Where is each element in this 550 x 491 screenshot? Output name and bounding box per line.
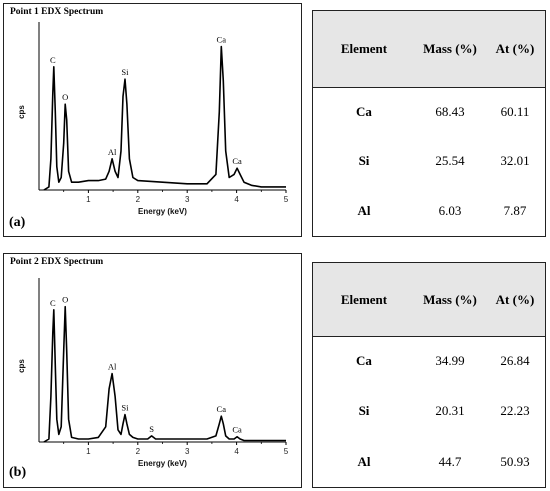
header-at: At (%): [485, 263, 545, 336]
at-cell: 32.01: [500, 152, 530, 168]
peak-label: Ca: [232, 156, 242, 166]
at-cell: 50.93: [500, 453, 530, 469]
mass-cell: 44.7: [438, 453, 462, 469]
composition-table-frame-a: [312, 10, 546, 237]
element-cell: Si: [358, 152, 370, 168]
peak-label: Ca: [217, 34, 227, 44]
mass-cell: 68.43: [435, 103, 465, 119]
element-cell: Si: [358, 403, 370, 418]
mass-cell: 6.03: [438, 202, 462, 218]
spectrum-line: [43, 305, 286, 443]
spectrum-title: Point 1 EDX Spectrum: [10, 7, 104, 17]
peak-label: C: [50, 298, 56, 308]
mass-cell: 25.54: [435, 152, 465, 168]
element-cell: Ca: [356, 353, 372, 368]
element-cell: Al: [357, 453, 371, 469]
header-mass: Mass (%): [415, 263, 485, 336]
x-axis-label: Energy (keV): [138, 207, 187, 216]
x-tick-label: 3: [185, 447, 190, 456]
spectrum-title: Point 2 EDX Spectrum: [10, 257, 104, 267]
peak-label: Ca: [232, 425, 242, 435]
edx-spectrum-chart-b: 1 2 3 4 5 Energy (keV) cps C O Al Si S Ca Ca: [17, 278, 289, 468]
peak-label: Al: [108, 362, 117, 372]
table-row: Si 20.31 22.23: [313, 386, 545, 436]
table-row: Al 44.7 50.93: [313, 436, 545, 487]
x-tick-label: 1: [86, 195, 91, 204]
at-cell: 22.23: [500, 403, 530, 418]
header-element: Element: [313, 11, 415, 87]
peak-label: Ca: [217, 404, 227, 414]
x-axis-label: Energy (keV): [138, 459, 187, 468]
peak-label: O: [62, 295, 68, 305]
x-tick-label: 4: [234, 195, 239, 204]
x-tick-label: 5: [284, 447, 289, 456]
table-row: Al 6.03 7.87: [313, 185, 545, 236]
peak-label: Si: [121, 67, 129, 77]
at-cell: 26.84: [500, 353, 530, 368]
mass-cell: 34.99: [435, 353, 465, 368]
element-cell: Ca: [356, 103, 372, 119]
x-tick-label: 2: [136, 195, 141, 204]
peak-label: C: [50, 55, 56, 65]
table-row: Ca 68.43 60.11: [313, 87, 545, 136]
panel-label: (b): [9, 465, 27, 480]
x-tick-label: 4: [234, 447, 239, 456]
composition-table-frame-b: [312, 262, 546, 488]
edx-spectrum-chart-a: 1 2 3 4 5 Energy (keV) cps C O Al Si Ca Ca: [17, 22, 289, 216]
composition-table-a: Element Mass (%) At (%) Ca 68.43 60.11 S…: [313, 11, 545, 236]
composition-table-b: Element Mass (%) At (%) Ca 34.99 26.84 S…: [313, 263, 545, 487]
peak-label: O: [62, 92, 68, 102]
at-cell: 7.87: [503, 202, 527, 218]
header-divider: [312, 336, 546, 337]
header-mass: Mass (%): [415, 11, 485, 87]
spectrum-panel-a: Point 1 EDX Spectrum 1 2 3 4 5 Energy (keV) cp…: [3, 3, 302, 237]
x-tick-label: 2: [136, 447, 141, 456]
x-tick-label: 3: [185, 195, 190, 204]
table-row: Ca 34.99 26.84: [313, 336, 545, 386]
element-cell: Al: [357, 202, 371, 218]
table-row: Si 25.54 32.01: [313, 136, 545, 185]
mass-cell: 20.31: [435, 403, 465, 418]
spectrum-panel-b: Point 2 EDX Spectrum 1 2 3 4 5 Energy (keV) cp…: [3, 253, 302, 488]
panel-label: (a): [9, 215, 26, 230]
at-cell: 60.11: [500, 103, 530, 119]
peak-label: S: [149, 424, 154, 434]
peak-label: Si: [121, 403, 129, 413]
header-element: Element: [313, 263, 415, 336]
table-header-row: Element Mass (%) At (%): [313, 11, 545, 87]
peak-label: Al: [108, 147, 117, 157]
header-divider: [312, 87, 546, 88]
y-axis-label: cps: [17, 105, 26, 119]
y-axis-label: cps: [17, 359, 26, 373]
x-tick-label: 1: [86, 447, 91, 456]
table-header-row: Element Mass (%) At (%): [313, 263, 545, 336]
spectrum-line: [43, 45, 286, 191]
header-at: At (%): [485, 11, 545, 87]
x-tick-label: 5: [284, 195, 289, 204]
